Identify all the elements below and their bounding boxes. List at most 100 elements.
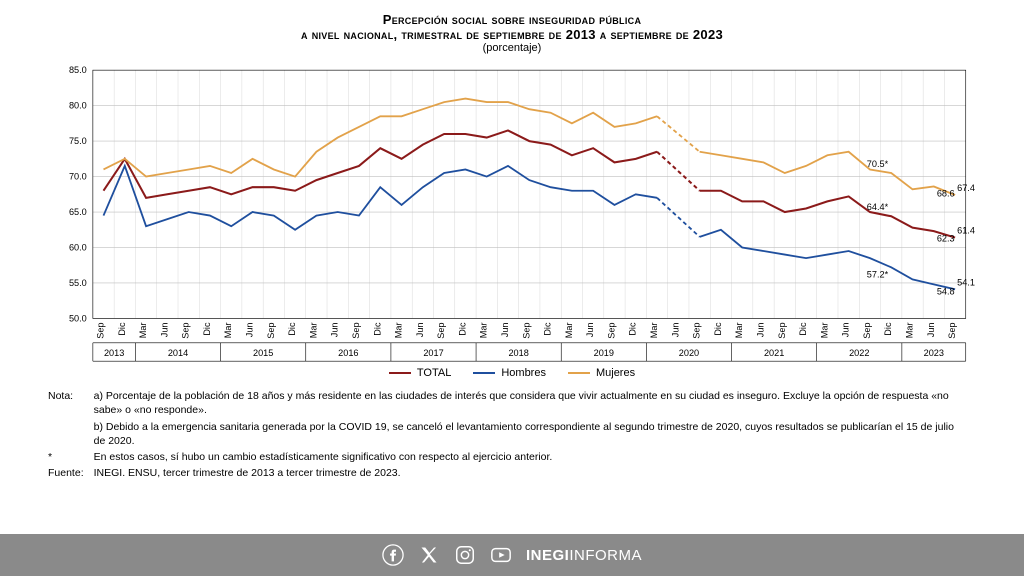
svg-text:Dic: Dic bbox=[117, 322, 127, 336]
legend: TOTAL Hombres Mujeres bbox=[44, 367, 980, 379]
svg-text:2014: 2014 bbox=[168, 348, 188, 358]
fuente-label: Fuente: bbox=[48, 466, 92, 480]
svg-text:Mar: Mar bbox=[734, 322, 744, 338]
svg-text:Dic: Dic bbox=[628, 322, 638, 336]
svg-text:Mar: Mar bbox=[138, 322, 148, 338]
svg-text:65.0: 65.0 bbox=[69, 207, 87, 217]
footer-brand-bold: INEGI bbox=[526, 547, 569, 564]
svg-text:Sep: Sep bbox=[95, 322, 105, 338]
svg-text:Jun: Jun bbox=[841, 322, 851, 337]
svg-text:Jun: Jun bbox=[585, 322, 595, 337]
svg-text:Dic: Dic bbox=[457, 322, 467, 336]
svg-text:61.4: 61.4 bbox=[957, 225, 975, 235]
svg-text:60.0: 60.0 bbox=[69, 243, 87, 253]
svg-text:2015: 2015 bbox=[253, 348, 273, 358]
svg-text:Dic: Dic bbox=[202, 322, 212, 336]
svg-text:Dic: Dic bbox=[798, 322, 808, 336]
svg-text:62.3: 62.3 bbox=[937, 233, 955, 243]
svg-text:Sep: Sep bbox=[777, 322, 787, 338]
svg-text:Sep: Sep bbox=[947, 322, 957, 338]
footer-brand: INEGIINFORMA bbox=[526, 547, 642, 564]
svg-text:Mar: Mar bbox=[819, 322, 829, 338]
svg-text:2013: 2013 bbox=[104, 348, 124, 358]
notes-block: Nota: a) Porcentaje de la población de 1… bbox=[46, 387, 978, 482]
legend-label: Hombres bbox=[501, 367, 546, 379]
svg-text:68.6: 68.6 bbox=[937, 189, 955, 199]
svg-text:Jun: Jun bbox=[415, 322, 425, 337]
title-line2: a nivel nacional, trimestral de septiemb… bbox=[32, 27, 992, 42]
svg-text:2023: 2023 bbox=[924, 348, 944, 358]
instagram-icon bbox=[454, 544, 476, 566]
note-star: En estos casos, sí hubo un cambio estadí… bbox=[94, 450, 976, 464]
svg-text:2016: 2016 bbox=[338, 348, 358, 358]
legend-swatch bbox=[568, 372, 590, 374]
svg-text:80.0: 80.0 bbox=[69, 101, 87, 111]
legend-item: Hombres bbox=[473, 367, 546, 379]
svg-text:Dic: Dic bbox=[543, 322, 553, 336]
fuente-text: INEGI. ENSU, tercer trimestre de 2013 a … bbox=[94, 466, 976, 480]
x-icon bbox=[418, 544, 440, 566]
youtube-icon bbox=[490, 544, 512, 566]
svg-text:Dic: Dic bbox=[713, 322, 723, 336]
svg-text:Sep: Sep bbox=[692, 322, 702, 338]
svg-text:2020: 2020 bbox=[679, 348, 699, 358]
svg-text:Mar: Mar bbox=[649, 322, 659, 338]
legend-swatch bbox=[389, 372, 411, 374]
svg-text:Jun: Jun bbox=[926, 322, 936, 337]
note-star-label: * bbox=[48, 450, 92, 464]
svg-text:Mar: Mar bbox=[394, 322, 404, 338]
svg-text:Sep: Sep bbox=[436, 322, 446, 338]
svg-text:Jun: Jun bbox=[500, 322, 510, 337]
svg-text:Sep: Sep bbox=[521, 322, 531, 338]
svg-text:Mar: Mar bbox=[564, 322, 574, 338]
footer-brand-light: INFORMA bbox=[569, 547, 642, 564]
svg-text:Sep: Sep bbox=[181, 322, 191, 338]
svg-text:Mar: Mar bbox=[308, 322, 318, 338]
legend-label: Mujeres bbox=[596, 367, 635, 379]
svg-text:2019: 2019 bbox=[594, 348, 614, 358]
svg-text:Dic: Dic bbox=[287, 322, 297, 336]
svg-text:64.4*: 64.4* bbox=[867, 202, 889, 212]
svg-text:2017: 2017 bbox=[423, 348, 443, 358]
svg-text:55.0: 55.0 bbox=[69, 278, 87, 288]
svg-text:Sep: Sep bbox=[862, 322, 872, 338]
svg-text:Jun: Jun bbox=[245, 322, 255, 337]
svg-text:Dic: Dic bbox=[883, 322, 893, 336]
svg-text:Jun: Jun bbox=[330, 322, 340, 337]
legend-item: TOTAL bbox=[389, 367, 451, 379]
svg-text:Mar: Mar bbox=[223, 322, 233, 338]
svg-text:Sep: Sep bbox=[351, 322, 361, 338]
title-line1: Percepción social sobre inseguridad públ… bbox=[32, 12, 992, 27]
legend-label: TOTAL bbox=[417, 367, 451, 379]
title-subtitle: (porcentaje) bbox=[32, 42, 992, 54]
svg-text:Mar: Mar bbox=[479, 322, 489, 338]
note-a: a) Porcentaje de la población de 18 años… bbox=[94, 389, 976, 417]
svg-text:70.5*: 70.5* bbox=[867, 159, 889, 169]
svg-text:Jun: Jun bbox=[755, 322, 765, 337]
svg-text:57.2*: 57.2* bbox=[867, 270, 889, 280]
svg-text:50.0: 50.0 bbox=[69, 313, 87, 323]
svg-text:2022: 2022 bbox=[849, 348, 869, 358]
svg-text:70.0: 70.0 bbox=[69, 172, 87, 182]
svg-text:54.1: 54.1 bbox=[957, 277, 975, 287]
svg-text:54.8: 54.8 bbox=[937, 287, 955, 297]
svg-text:Jun: Jun bbox=[159, 322, 169, 337]
svg-text:Dic: Dic bbox=[372, 322, 382, 336]
svg-text:67.4: 67.4 bbox=[957, 183, 975, 193]
svg-text:Sep: Sep bbox=[606, 322, 616, 338]
line-chart: 50.0 55.0 60.0 65.0 70.0 75.0 80.0 85.0 Sep Dic Ma… bbox=[44, 60, 980, 365]
legend-item: Mujeres bbox=[568, 367, 635, 379]
facebook-icon bbox=[382, 544, 404, 566]
svg-text:2021: 2021 bbox=[764, 348, 784, 358]
svg-text:85.0: 85.0 bbox=[69, 65, 87, 75]
notes-label: Nota: bbox=[48, 389, 92, 417]
svg-text:2018: 2018 bbox=[508, 348, 528, 358]
footer-bar: INEGIINFORMA bbox=[0, 534, 1024, 576]
chart-title: Percepción social sobre inseguridad públ… bbox=[32, 12, 992, 54]
note-b: b) Debido a la emergencia sanitaria gene… bbox=[94, 420, 976, 448]
legend-swatch bbox=[473, 372, 495, 374]
svg-text:Jun: Jun bbox=[670, 322, 680, 337]
svg-text:75.0: 75.0 bbox=[69, 136, 87, 146]
svg-text:Mar: Mar bbox=[905, 322, 915, 338]
svg-text:Sep: Sep bbox=[266, 322, 276, 338]
